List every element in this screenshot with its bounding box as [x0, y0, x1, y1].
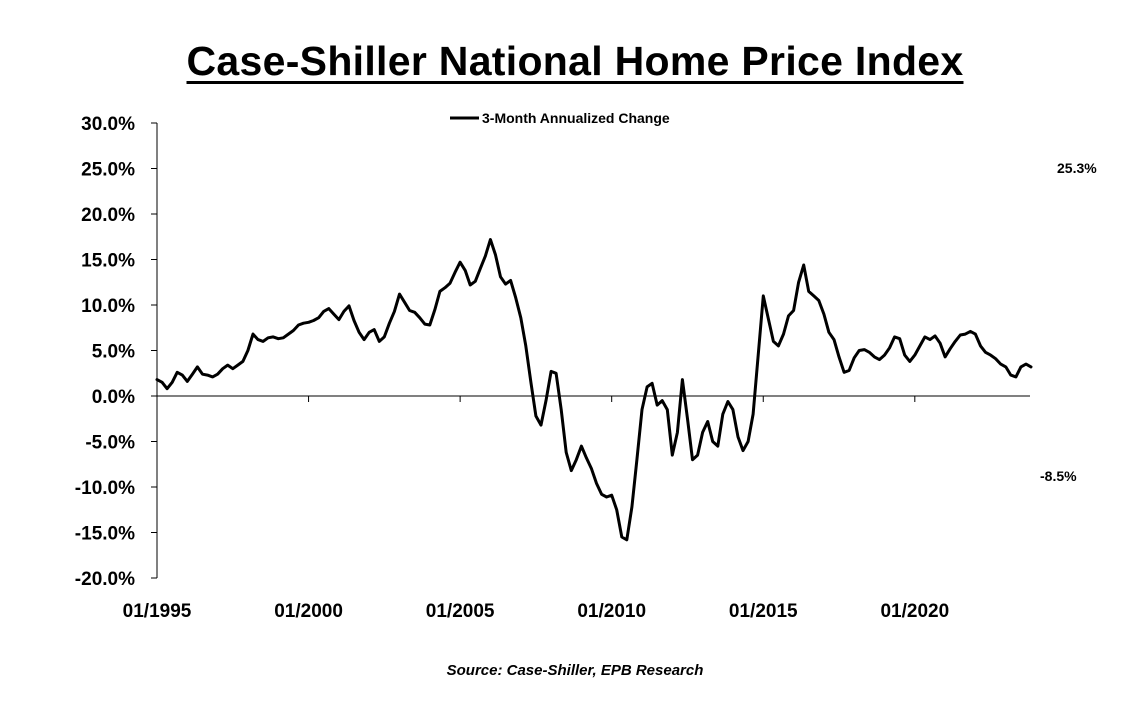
legend: 3-Month Annualized Change [450, 110, 670, 126]
y-tick-label: 25.0% [81, 160, 135, 181]
series-layer [155, 238, 1033, 542]
annotation-latest: -8.5% [1040, 468, 1077, 484]
y-tick-label: 10.0% [81, 296, 135, 317]
legend-label: 3-Month Annualized Change [482, 110, 670, 126]
y-tick-label: 5.0% [92, 342, 135, 363]
series-line [155, 238, 1033, 542]
x-tick-label: 01/2015 [729, 601, 798, 622]
source-note: Source: Case-Shiller, EPB Research [446, 662, 704, 679]
annotations: 25.3% -8.5% [1040, 160, 1097, 484]
chart-title: Case-Shiller National Home Price Index [186, 38, 964, 84]
y-tick-label: 20.0% [81, 205, 135, 226]
y-tick-label: 0.0% [92, 387, 135, 408]
y-tick-label: -5.0% [85, 433, 135, 454]
y-tick-label: 15.0% [81, 251, 135, 272]
x-tick-label: 01/2005 [426, 601, 495, 622]
y-tick-label: 30.0% [81, 114, 135, 135]
x-axis: 01/1995 01/2000 01/2005 01/2010 01/2015 01/20… [123, 395, 1030, 622]
x-tick-label: 01/2010 [577, 601, 646, 622]
x-tick-label: 01/2000 [274, 601, 343, 622]
x-tick-label: 01/2020 [880, 601, 949, 622]
y-tick-label: -20.0% [75, 569, 135, 590]
x-tick-label: 01/1995 [123, 601, 192, 622]
y-axis: 30.0% 25.0% 20.0% 15.0% 10.0% 5.0% 0.0% -5.0% -1… [75, 114, 158, 590]
y-tick-label: -10.0% [75, 478, 135, 499]
annotation-peak: 25.3% [1057, 160, 1097, 176]
y-tick-label: -15.0% [75, 524, 135, 545]
